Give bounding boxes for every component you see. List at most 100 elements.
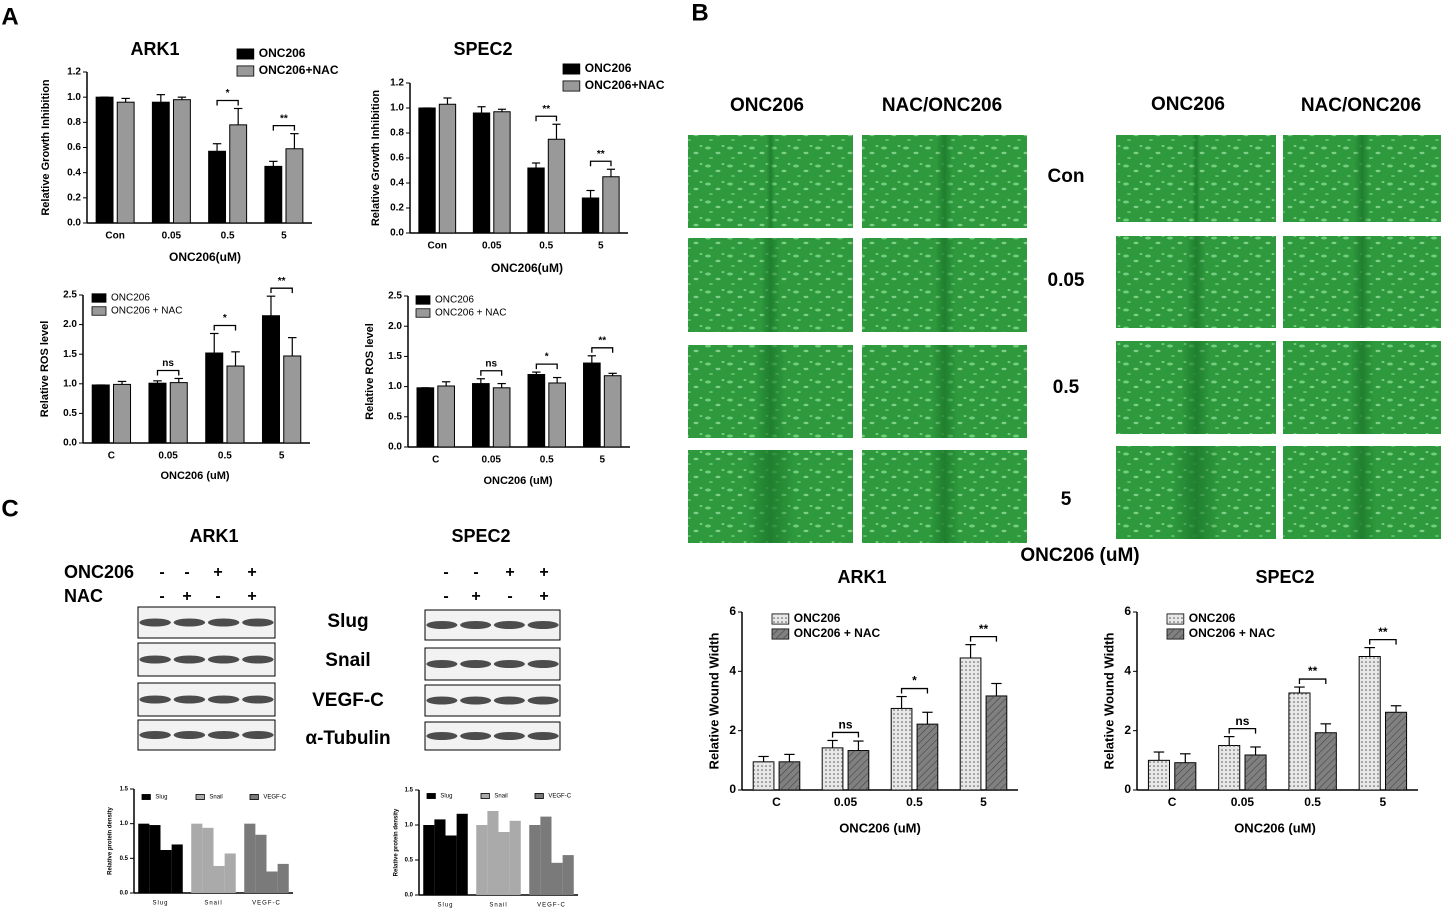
legend-swatch xyxy=(195,794,205,800)
bar xyxy=(191,823,203,893)
sign: + xyxy=(505,564,514,581)
column-header: NAC/ONC206 xyxy=(882,95,1002,116)
bar xyxy=(548,382,566,448)
bar xyxy=(244,823,256,893)
y-tick-label: 0.2 xyxy=(390,203,404,214)
x-tick-label: VEGF-C xyxy=(537,903,566,909)
blot-band xyxy=(426,732,458,740)
legend-swatch xyxy=(562,63,581,75)
treatment-label: NAC xyxy=(64,586,103,606)
legend-label: ONC206 xyxy=(1189,611,1236,625)
x-axis-label: ONC206 (uM) xyxy=(839,820,921,835)
blot-band xyxy=(493,696,525,705)
y-tick-label: 2.5 xyxy=(63,290,77,301)
legend-swatch xyxy=(249,794,259,800)
blot-band xyxy=(460,660,492,668)
bar xyxy=(583,362,601,448)
bar-texture xyxy=(822,747,843,790)
bar xyxy=(264,165,283,224)
legend-swatch xyxy=(236,65,255,77)
column-header: NAC/ONC206 xyxy=(1301,95,1421,116)
chart-title: ARK1 xyxy=(130,39,179,59)
y-tick-label: 1.5 xyxy=(405,788,414,794)
treatment-label: ONC206 xyxy=(64,562,134,582)
bar-texture xyxy=(986,695,1007,790)
bar-texture xyxy=(779,761,800,790)
significance-bracket xyxy=(156,369,180,376)
legend-swatch xyxy=(426,793,436,799)
significance-label: ns xyxy=(1235,714,1249,728)
x-axis-label: ONC206 (uM) xyxy=(1234,820,1316,835)
legend-label: Snail xyxy=(494,794,507,800)
legend-label: ONC206 + NAC xyxy=(435,308,506,319)
y-tick-label: 6 xyxy=(729,604,736,618)
y-tick-label: 2.5 xyxy=(388,291,402,302)
bar-texture xyxy=(1218,745,1240,790)
x-tick-label: 0.05 xyxy=(482,455,502,466)
blot-band xyxy=(139,695,171,704)
blot-band xyxy=(493,732,525,740)
bar xyxy=(437,385,455,448)
bar xyxy=(171,844,183,893)
bar xyxy=(160,850,172,893)
x-tick-label: Snail xyxy=(204,901,222,907)
x-tick-label: VEGF-C xyxy=(252,901,281,907)
bar xyxy=(113,383,132,444)
y-tick-label: 0.0 xyxy=(405,893,414,899)
x-tick-label: Slug xyxy=(437,903,453,909)
bar xyxy=(456,813,468,895)
legend-label: ONC206+NAC xyxy=(585,78,665,92)
y-tick-label: 2.0 xyxy=(388,321,402,332)
bar xyxy=(527,374,546,448)
bar xyxy=(476,825,488,895)
panel-label: A xyxy=(1,3,18,30)
x-tick-label: Snail xyxy=(489,903,507,909)
x-tick-label: 5 xyxy=(980,795,987,809)
significance-label: ns xyxy=(485,358,497,369)
significance-bracket xyxy=(589,160,612,167)
blot-band xyxy=(460,621,492,629)
significance-label: ** xyxy=(280,113,288,124)
significance-bracket xyxy=(591,347,614,353)
sign: - xyxy=(184,564,189,581)
bar xyxy=(434,819,446,895)
bar xyxy=(498,832,510,895)
y-tick-label: 2 xyxy=(1124,723,1131,737)
significance-bracket xyxy=(213,324,237,331)
x-tick-label: 0.05 xyxy=(834,795,858,809)
sign: - xyxy=(159,588,164,605)
significance-bracket xyxy=(535,363,558,370)
wound-gap xyxy=(1172,446,1220,539)
y-axis-label: Relative Wound Width xyxy=(1101,633,1116,770)
x-tick-label: 0.5 xyxy=(218,451,232,462)
significance-label: ** xyxy=(542,104,550,115)
wound-gap xyxy=(760,238,781,332)
bar xyxy=(602,176,620,234)
y-tick-label: 1.0 xyxy=(120,821,129,827)
protein-label: Snail xyxy=(325,650,370,671)
row-label: 0.5 xyxy=(1053,377,1080,398)
legend-label: Slug xyxy=(155,795,167,801)
y-tick-label: 0.5 xyxy=(388,411,402,422)
bar xyxy=(283,355,302,444)
wound-gap xyxy=(1354,135,1370,222)
blot-band xyxy=(426,696,458,705)
legend-swatch-texture xyxy=(772,613,789,625)
x-tick-label: 5 xyxy=(598,241,604,252)
significance-bracket xyxy=(1369,638,1397,645)
panel-label: C xyxy=(1,495,18,522)
legend-label: ONC206+NAC xyxy=(259,63,339,77)
x-tick-label: Slug xyxy=(152,901,168,907)
bar xyxy=(266,871,278,893)
x-tick-label: 0.5 xyxy=(221,231,235,242)
bar xyxy=(472,112,491,234)
y-tick-label: 1.5 xyxy=(388,351,402,362)
wound-gap xyxy=(934,238,955,332)
blot-band xyxy=(242,695,274,704)
legend-swatch xyxy=(141,794,151,800)
x-tick-label: 0.05 xyxy=(158,451,178,462)
x-tick-label: 5 xyxy=(279,451,285,462)
significance-bracket xyxy=(216,99,239,106)
y-tick-label: 1.0 xyxy=(388,381,402,392)
y-tick-label: 0.0 xyxy=(120,891,129,897)
